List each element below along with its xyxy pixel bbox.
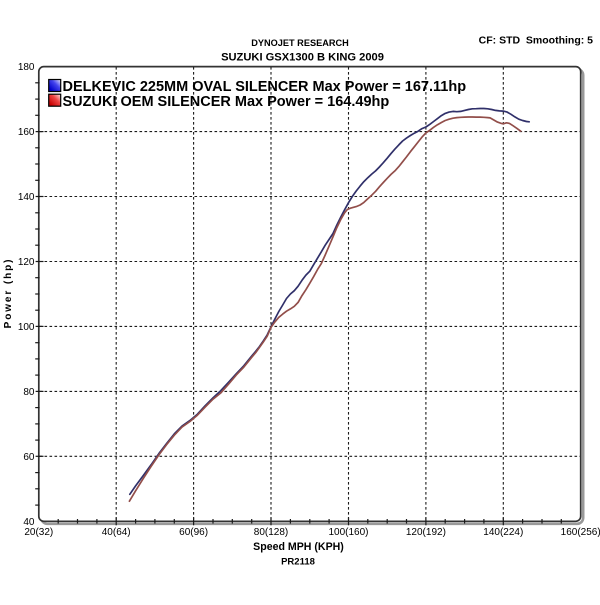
svg-text:160: 160 [18,127,35,138]
svg-text:180: 180 [18,62,35,73]
svg-text:40: 40 [23,517,35,528]
svg-text:120(192): 120(192) [406,527,446,538]
svg-text:80: 80 [23,387,35,398]
svg-text:120: 120 [18,257,35,268]
svg-text:40(64): 40(64) [102,527,131,538]
svg-text:80(128): 80(128) [254,527,288,538]
svg-text:CF: STD Smoothing: 5: CF: STD Smoothing: 5 [479,35,593,47]
svg-text:DYNOJET RESEARCH: DYNOJET RESEARCH [251,38,349,48]
svg-text:60: 60 [23,452,35,463]
svg-text:60(96): 60(96) [179,527,208,538]
svg-text:140: 140 [18,192,35,203]
svg-text:Speed MPH (KPH): Speed MPH (KPH) [253,541,344,553]
svg-text:100(160): 100(160) [328,527,368,538]
svg-text:DELKEVIC 225MM OVAL SILENCER M: DELKEVIC 225MM OVAL SILENCER Max Power =… [63,79,467,95]
svg-text:Power (hp): Power (hp) [3,258,14,329]
svg-text:140(224): 140(224) [483,527,523,538]
svg-text:20(32): 20(32) [24,527,53,538]
svg-text:PR2118: PR2118 [281,557,315,568]
svg-text:100: 100 [18,322,35,333]
svg-text:160(256): 160(256) [561,527,600,538]
svg-text:SUZUKI GSX1300 B KING 2009: SUZUKI GSX1300 B KING 2009 [221,52,384,64]
svg-text:SUZUKI OEM SILENCER Max Power: SUZUKI OEM SILENCER Max Power = 164.49hp [63,94,390,110]
